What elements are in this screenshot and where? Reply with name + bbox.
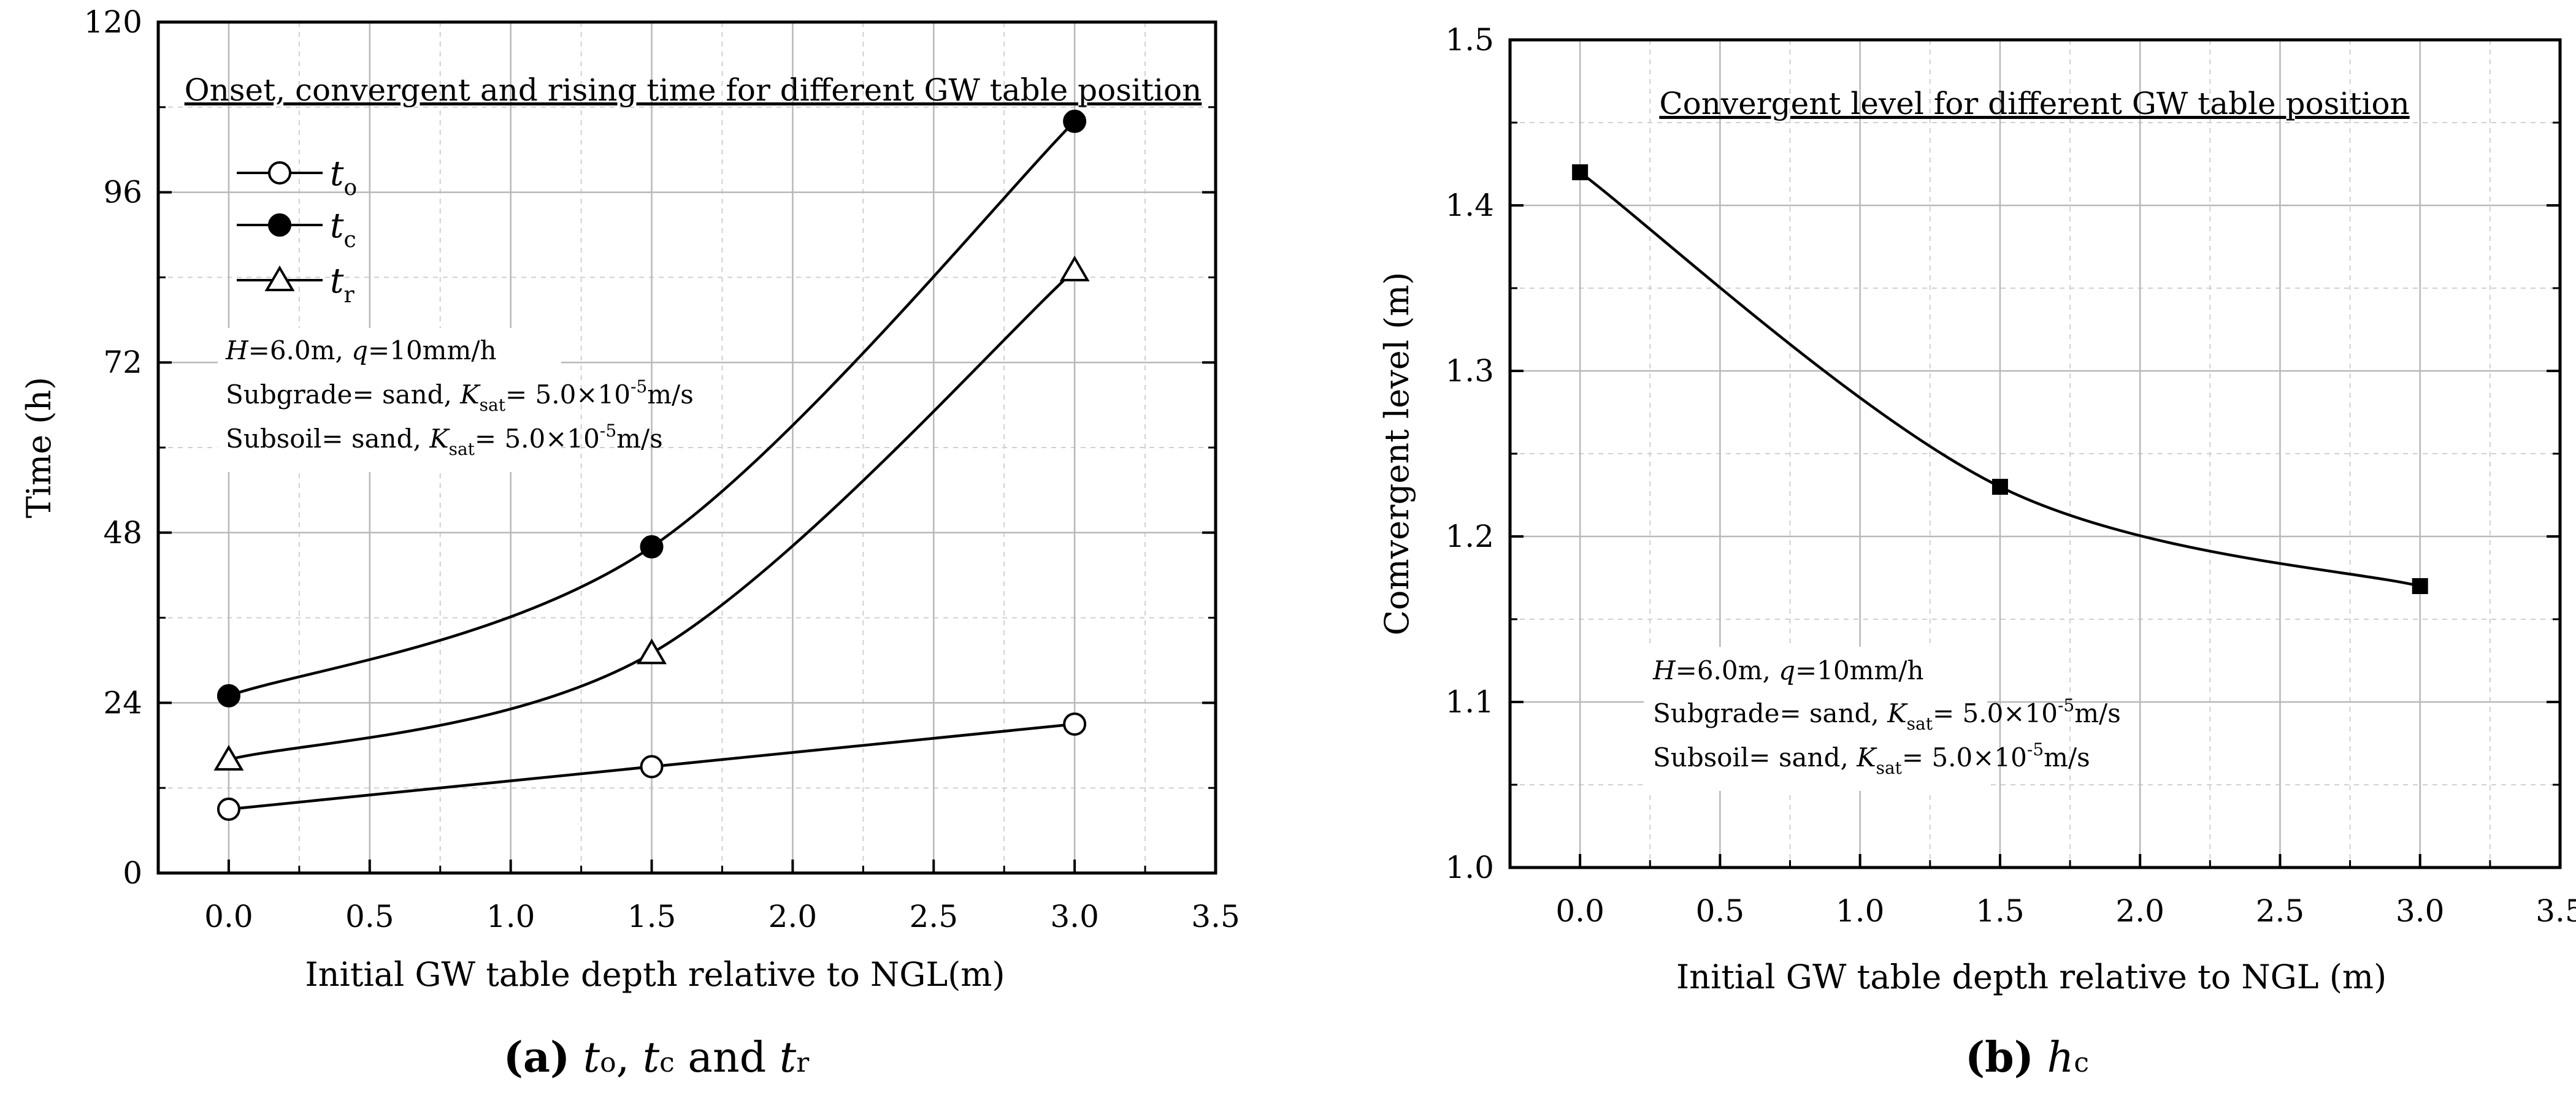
panel-b-caption: (b) hc [1965, 1033, 2089, 1082]
data-point-h-c [1572, 164, 1589, 180]
x-tick-label: 3.0 [2396, 893, 2445, 929]
y-tick-label: 72 [103, 345, 142, 380]
data-point-t-c [1063, 109, 1087, 133]
x-tick-label: 2.5 [910, 899, 959, 934]
y-tick-label: 48 [103, 515, 142, 551]
x-tick-label: 1.0 [486, 899, 535, 934]
annotation-line-1: H=6.0m, q=10mm/h [225, 335, 497, 365]
x-tick-label: 2.5 [2256, 893, 2305, 929]
y-tick-label: 1.3 [1445, 353, 1494, 389]
annotation-background [1644, 647, 1987, 791]
annotation-line-3: Subsoil= sand, Ksat= 5.0×10-5m/s [226, 421, 663, 459]
panel-a-title: Onset, convergent and rising time for di… [185, 72, 1202, 108]
x-tick-label: 1.0 [1836, 893, 1885, 929]
annotation-line-1: H=6.0m, q=10mm/h [1652, 655, 1924, 685]
panel-a-legend: to tc tr [237, 154, 357, 308]
legend-marker-tc [268, 213, 291, 237]
data-point-t-r [637, 638, 667, 665]
x-tick-label: 2.0 [769, 899, 818, 934]
panel-a-y-axis-label: Time (h) [20, 377, 58, 519]
y-tick-label: 96 [103, 175, 142, 210]
data-point-t-o [640, 755, 664, 779]
legend-marker-to [268, 161, 291, 185]
legend-label-to: to [330, 154, 357, 200]
series-line-t-r [228, 269, 1076, 761]
legend-label-tc: tc [330, 206, 356, 253]
y-tick-label: 1.1 [1445, 684, 1494, 720]
data-point-t-o [1063, 712, 1087, 736]
panel-b-y-axis-label: Comvergent level (m) [1378, 272, 1416, 636]
y-tick-label: 1.2 [1445, 519, 1494, 554]
y-tick-label: 1.0 [1445, 850, 1494, 885]
y-tick-label: 1.5 [1445, 22, 1494, 58]
annotation-background [218, 328, 561, 472]
x-tick-label: 1.5 [627, 899, 677, 934]
y-tick-label: 24 [103, 685, 142, 720]
panel-b-chart: 0.0 0.5 1.0 1.5 2.0 2.5 3.0 3.5 1.0 1.1 1.2 1.3 1.4 1… [1378, 22, 2576, 1082]
series-line-t-c [228, 120, 1076, 697]
panel-a-x-axis-label: Initial GW table depth relative to NGL(m… [305, 955, 1005, 994]
data-point-t-o [217, 797, 240, 821]
panel-b-ticks: 0.0 0.5 1.0 1.5 2.0 2.5 3.0 3.5 1.0 1.1 1.2 1.3 1.4 1… [1445, 22, 2576, 929]
x-tick-label: 0.5 [1696, 893, 1745, 929]
y-tick-label: 120 [84, 4, 142, 40]
panel-b-series [1572, 164, 2428, 594]
x-tick-label: 2.0 [2115, 893, 2164, 929]
y-tick-label: 1.4 [1445, 188, 1494, 223]
panel-a-ticks: 0.0 0.5 1.0 1.5 2.0 2.5 3.0 3.5 0 24 48 72 96 120 [84, 4, 1240, 934]
x-tick-label: 3.0 [1050, 899, 1099, 934]
data-point-h-c [2412, 578, 2428, 594]
data-point-t-r [213, 744, 244, 771]
panel-a-chart: 0.0 0.5 1.0 1.5 2.0 2.5 3.0 3.5 0 24 48 72 96 120 Ons… [20, 4, 1240, 1082]
annotation-line-2: Subgrade= sand, Ksat= 5.0×10-5m/s [226, 376, 694, 415]
y-tick-label: 0 [123, 855, 142, 891]
annotation-line-3: Subsoil= sand, Ksat= 5.0×10-5m/s [1653, 739, 2090, 778]
data-point-t-r [1059, 255, 1090, 281]
x-tick-label: 0.5 [345, 899, 394, 934]
x-tick-label: 3.5 [2536, 893, 2576, 929]
panel-a-caption: (a) to, tc and tr [504, 1033, 810, 1082]
data-point-h-c [1991, 479, 2008, 495]
annotation-line-2: Subgrade= sand, Ksat= 5.0×10-5m/s [1653, 695, 2121, 734]
data-point-t-c [217, 684, 240, 707]
panel-b-x-axis-label: Initial GW table depth relative to NGL (… [1676, 958, 2386, 996]
legend-label-tr: tr [330, 261, 355, 308]
x-tick-label: 3.5 [1191, 899, 1240, 934]
panel-a-annotation: H=6.0m, q=10mm/h Subgrade= sand, Ksat= 5… [218, 328, 694, 472]
x-tick-label: 0.0 [204, 899, 253, 934]
panel-b-annotation: H=6.0m, q=10mm/h Subgrade= sand, Ksat= 5… [1644, 647, 2121, 791]
panel-b-title: Convergent level for different GW table … [1659, 86, 2409, 121]
data-point-t-c [640, 535, 664, 559]
x-tick-label: 1.5 [1976, 893, 2025, 929]
panel-a-series [213, 109, 1090, 821]
legend-marker-tr [264, 265, 295, 291]
x-tick-label: 0.0 [1555, 893, 1604, 929]
